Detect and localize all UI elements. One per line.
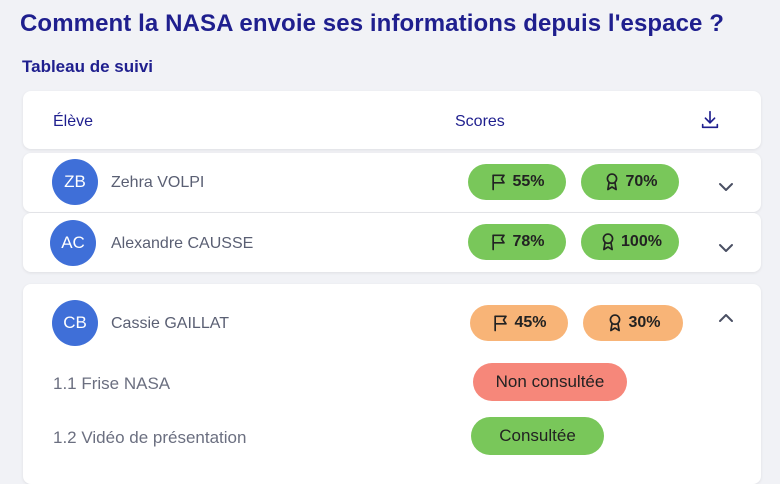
score-badge: 100% — [581, 224, 679, 260]
status-badge: Consultée — [471, 417, 604, 455]
activity-label: 1.2 Vidéo de présentation — [53, 428, 247, 447]
flag-icon — [492, 234, 506, 251]
progress-badge: 55% — [468, 164, 566, 200]
flag-icon — [492, 174, 506, 191]
status-badge: Non consultée — [473, 363, 627, 401]
student-name: Zehra VOLPI — [111, 174, 205, 191]
progress-badge: 45% — [470, 305, 568, 341]
progress-value: 45% — [514, 314, 547, 331]
student-row-expanded[interactable]: CB Cassie GAILLAT 45% 30% 1.1 Frise NASA… — [23, 284, 761, 484]
student-row[interactable]: ZB Zehra VOLPI 55% 70% — [23, 153, 761, 212]
progress-value: 78% — [512, 233, 545, 250]
chevron-down-icon[interactable] — [718, 243, 734, 253]
score-badge: 30% — [583, 305, 683, 341]
student-name: Cassie GAILLAT — [111, 315, 229, 332]
award-ribbon-icon — [602, 233, 614, 251]
score-badge: 70% — [581, 164, 679, 200]
chevron-up-icon[interactable] — [718, 313, 734, 323]
score-value: 30% — [628, 314, 661, 331]
column-header-student: Élève — [53, 113, 94, 130]
column-header-scores: Scores — [455, 113, 505, 130]
award-ribbon-icon — [607, 173, 618, 191]
activity-label: 1.1 Frise NASA — [53, 374, 171, 393]
student-name: Alexandre CAUSSE — [111, 235, 254, 252]
download-icon[interactable] — [699, 109, 721, 131]
award-ribbon-icon — [610, 314, 621, 332]
avatar: ZB — [52, 159, 98, 205]
score-value: 70% — [625, 173, 658, 190]
flag-icon — [494, 315, 508, 332]
chevron-down-icon[interactable] — [718, 182, 734, 192]
avatar: CB — [52, 300, 98, 346]
page-title: Comment la NASA envoie ses informations … — [20, 10, 725, 37]
score-value: 100% — [621, 233, 662, 250]
progress-badge: 78% — [468, 224, 566, 260]
avatar: AC — [50, 220, 96, 266]
table-header: Élève Scores — [23, 91, 761, 149]
progress-value: 55% — [512, 173, 545, 190]
section-title: Tableau de suivi — [22, 57, 154, 76]
student-row[interactable]: AC Alexandre CAUSSE 78% 100% — [23, 213, 761, 272]
